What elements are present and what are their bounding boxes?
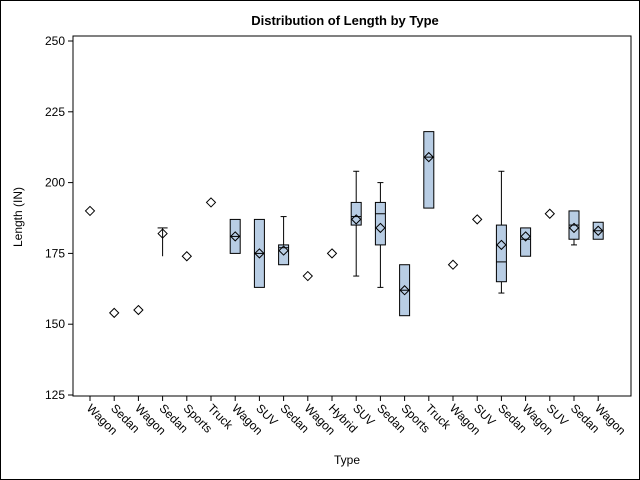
y-tick-label: 250	[45, 34, 65, 48]
x-axis-label: Type	[334, 453, 360, 467]
mean-marker	[84, 205, 96, 217]
plot-border	[72, 35, 632, 397]
mean-marker	[399, 285, 410, 296]
mean-marker	[520, 231, 531, 242]
mean-marker	[157, 228, 168, 239]
mean-marker	[278, 245, 289, 256]
mean-marker	[423, 151, 435, 163]
mean-marker	[375, 222, 386, 234]
chart-title: Distribution of Length by Type	[251, 13, 439, 28]
box	[495, 224, 507, 283]
mean-marker	[326, 248, 338, 259]
mean-marker	[205, 197, 217, 208]
mean-marker	[133, 304, 144, 316]
y-tick-label: 150	[45, 317, 65, 331]
plot-area: 125150175200225250WagonSedanWagonSedanSp…	[45, 34, 632, 438]
mean-marker	[254, 248, 265, 259]
box	[350, 201, 362, 226]
mean-marker	[471, 214, 483, 225]
y-tick-label: 200	[45, 176, 65, 190]
mean-marker	[447, 259, 459, 270]
mean-marker	[108, 307, 120, 319]
mean-marker	[350, 214, 362, 225]
mean-marker	[496, 239, 507, 251]
mean-marker	[229, 231, 241, 242]
mean-marker	[592, 225, 604, 236]
box	[423, 131, 435, 209]
y-tick-label: 175	[45, 246, 65, 260]
mean-marker	[544, 208, 556, 219]
box	[520, 227, 532, 257]
x-tick-label: Wagon	[592, 401, 628, 437]
y-tick-label: 125	[45, 388, 65, 402]
mean-marker	[568, 222, 580, 234]
y-axis-label: Length (IN)	[11, 187, 25, 247]
y-tick-label: 225	[45, 105, 65, 119]
mean-marker	[302, 270, 314, 282]
mean-marker	[181, 251, 193, 262]
